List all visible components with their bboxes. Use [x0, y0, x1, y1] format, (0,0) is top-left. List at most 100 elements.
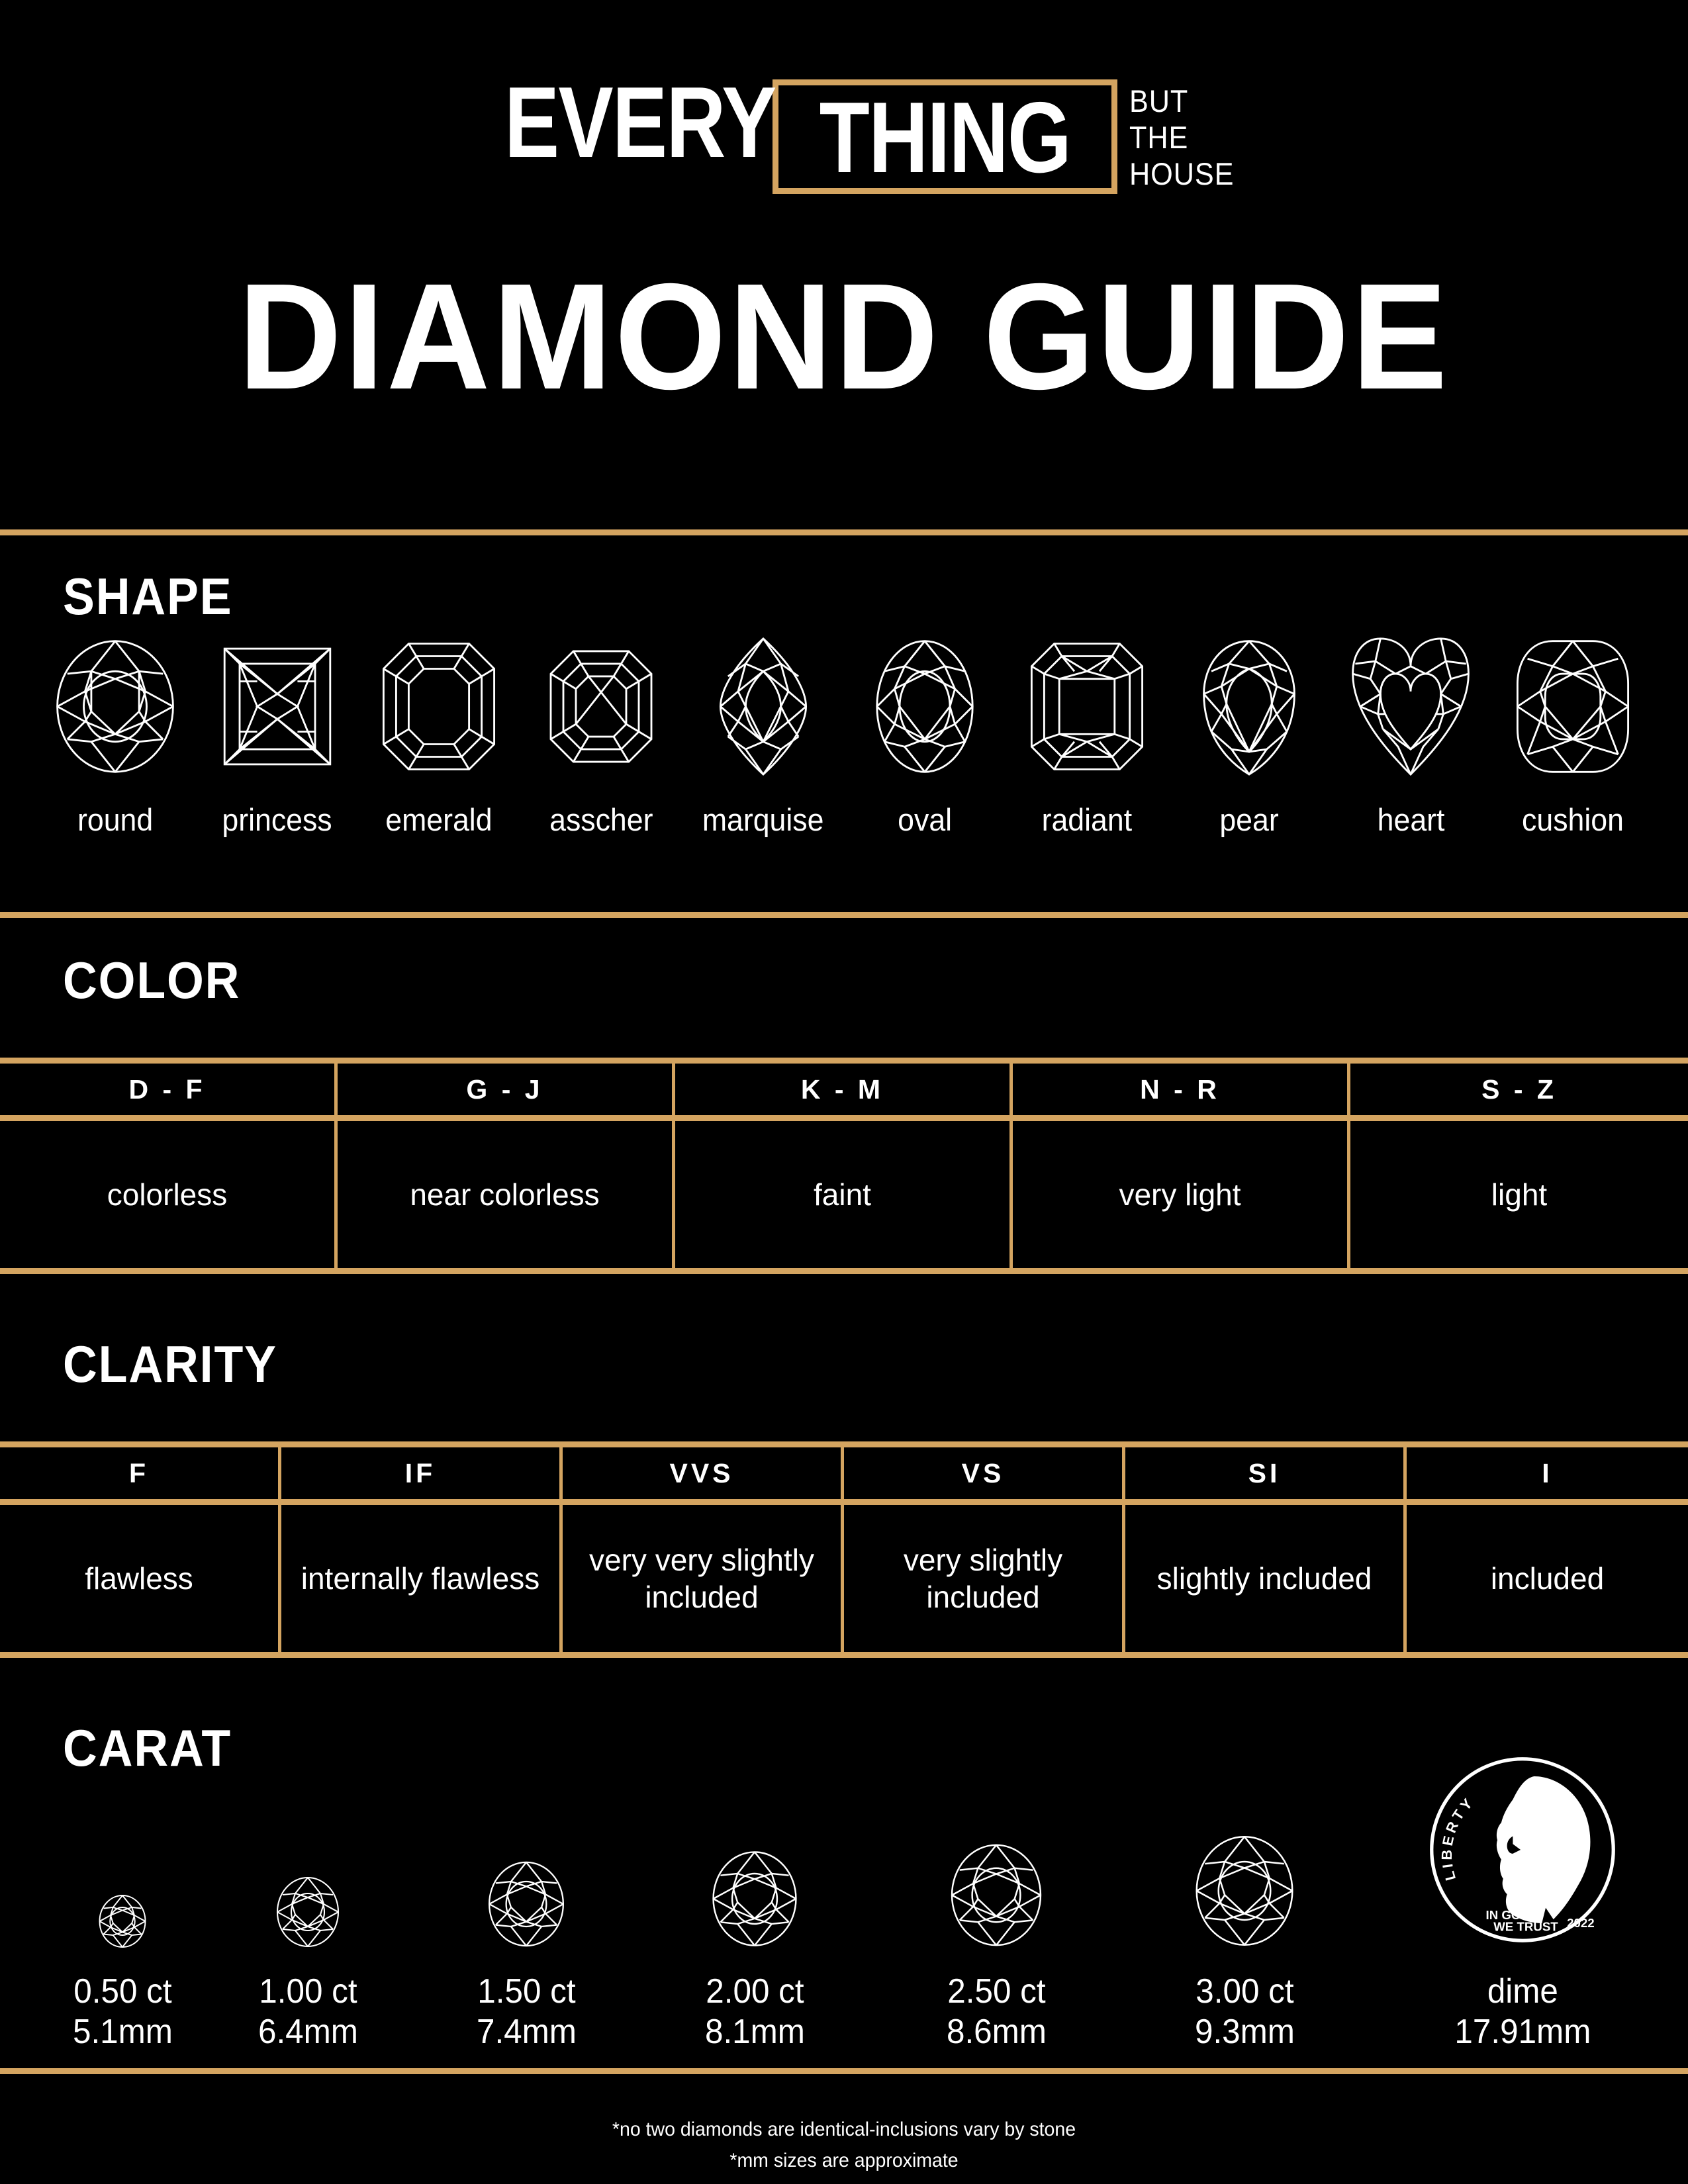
oval-diamond-icon: [876, 640, 974, 773]
page-title: DIAMOND GUIDE: [238, 253, 1450, 421]
shape-item-cushion[interactable]: cushion: [1497, 635, 1648, 835]
round-diamond-icon: [712, 1851, 797, 1947]
color-description-cell: very light: [1013, 1121, 1350, 1268]
divider-shape-top: [0, 529, 1688, 535]
shape-item-oval[interactable]: oval: [849, 635, 1000, 835]
carat-item-dime[interactable]: LIBERTY IN GOD WE TRUST 2022 dime 17.91m…: [1417, 1751, 1628, 2052]
clarity-grade-header: VS: [844, 1447, 1125, 1499]
carat-label: 1.50 ct 7.4mm: [477, 1972, 577, 2052]
section-heading-carat: CARAT: [63, 1719, 232, 1777]
color-description-cell: colorless: [0, 1121, 338, 1268]
clarity-description-cell: very slightly included: [844, 1505, 1125, 1652]
marquise-diamond-icon: [719, 637, 807, 776]
shape-item-radiant[interactable]: radiant: [1011, 635, 1162, 835]
carat-label: 1.00 ct 6.4mm: [258, 1972, 358, 2052]
color-grade-header: D - F: [0, 1064, 338, 1115]
section-heading-clarity: CLARITY: [63, 1335, 277, 1393]
shape-label: oval: [898, 802, 953, 837]
divider-footer-top: [0, 2068, 1688, 2074]
svg-text:2022: 2022: [1567, 1916, 1595, 1930]
carat-size: 17.91mm: [1454, 2012, 1591, 2051]
asscher-diamond-icon: [549, 650, 653, 763]
clarity-grade-header: VVS: [563, 1447, 844, 1499]
shape-item-marquise[interactable]: marquise: [688, 635, 839, 835]
carat-weight: 1.00 ct: [258, 1972, 357, 2011]
shape-item-pear[interactable]: pear: [1174, 635, 1325, 835]
shape-label: heart: [1377, 802, 1445, 837]
round-diamond-icon: [56, 640, 174, 773]
heart-diamond-icon: [1352, 637, 1470, 776]
shape-item-asscher[interactable]: asscher: [526, 635, 677, 835]
carat-label: 2.50 ct 8.6mm: [947, 1972, 1047, 2052]
shape-label: radiant: [1041, 802, 1133, 837]
color-description-cell: near colorless: [338, 1121, 675, 1268]
carat-label: 3.00 ct 9.3mm: [1195, 1972, 1295, 2052]
princess-diamond-icon: [223, 647, 331, 766]
carat-size: 5.1mm: [72, 2012, 173, 2051]
shape-label: pear: [1219, 802, 1279, 837]
shape-item-emerald[interactable]: emerald: [363, 635, 514, 835]
clarity-table-header-row: F IF VVS VS SI I: [0, 1441, 1688, 1505]
carat-label: 2.00 ct 8.1mm: [705, 1972, 805, 2052]
carat-item-250[interactable]: 2.50 ct 8.6mm: [914, 1830, 1079, 2052]
carat-row: 0.50 ct 5.1mm 1.00 ct 6.4mm: [40, 1757, 1648, 2052]
color-table-value-row: colorless near colorless faint very ligh…: [0, 1121, 1688, 1274]
carat-weight: 1.50 ct: [477, 1972, 576, 2011]
clarity-table: F IF VVS VS SI I flawless internally fla…: [0, 1441, 1688, 1658]
section-heading-color: COLOR: [63, 951, 241, 1009]
color-grade-header: S - Z: [1481, 1073, 1557, 1105]
footer-line-1: *no two diamonds are identical-inclusion…: [612, 2118, 1076, 2140]
carat-weight: dime: [1487, 1972, 1558, 2011]
carat-size: 9.3mm: [1194, 2012, 1295, 2051]
color-table-header-row: D - F G - J K - M N - R S - Z: [0, 1058, 1688, 1121]
shape-label: emerald: [385, 802, 492, 837]
carat-size: 8.1mm: [704, 2012, 805, 2051]
clarity-grade-header: F: [0, 1447, 281, 1499]
carat-item-200[interactable]: 2.00 ct 8.1mm: [675, 1830, 834, 2052]
cushion-diamond-icon: [1516, 640, 1629, 773]
carat-label: 0.50 ct 5.1mm: [73, 1972, 173, 2052]
radiant-diamond-icon: [1030, 643, 1143, 770]
clarity-description-cell: internally flawless: [281, 1505, 563, 1652]
carat-label: dime 17.91mm: [1454, 1972, 1591, 2052]
logo-tagline-line1: BUT: [1129, 83, 1189, 118]
clarity-grade-header: IF: [281, 1447, 563, 1499]
logo-tagline-line2: THE: [1129, 119, 1189, 155]
color-description-cell: light: [1491, 1177, 1548, 1212]
shape-item-princess[interactable]: princess: [202, 635, 353, 835]
logo-tagline: BUT THE HOUSE: [1129, 81, 1234, 193]
section-heading-shape: SHAPE: [63, 567, 233, 625]
clarity-grade-header: I: [1542, 1457, 1553, 1488]
carat-item-100[interactable]: 1.00 ct 6.4mm: [238, 1830, 377, 2052]
shape-label: princess: [222, 802, 332, 837]
color-grade-header: K - M: [675, 1064, 1013, 1115]
brand-logo: EVERY THING BUT THE HOUSE: [0, 72, 1688, 194]
clarity-description-cell: flawless: [0, 1505, 281, 1652]
round-diamond-icon: [951, 1844, 1042, 1946]
logo-thing-text: THING: [819, 81, 1072, 194]
shape-icon-row: round princess emera: [40, 635, 1648, 835]
carat-size: 7.4mm: [476, 2012, 577, 2051]
round-diamond-icon: [99, 1895, 146, 1948]
color-grade-header: G - J: [338, 1064, 675, 1115]
color-description-cell: faint: [675, 1121, 1013, 1268]
round-diamond-icon: [1196, 1836, 1293, 1946]
logo-tagline-line3: HOUSE: [1129, 156, 1235, 191]
pear-diamond-icon: [1202, 640, 1295, 776]
clarity-table-value-row: flawless internally flawless very very s…: [0, 1505, 1688, 1658]
shape-label: cushion: [1521, 802, 1624, 837]
shape-label: asscher: [549, 802, 653, 837]
shape-item-round[interactable]: round: [40, 635, 191, 835]
carat-item-050[interactable]: 0.50 ct 5.1mm: [53, 1830, 192, 2052]
carat-item-150[interactable]: 1.50 ct 7.4mm: [450, 1830, 602, 2052]
carat-weight: 2.00 ct: [705, 1972, 804, 2011]
divider-color-top: [0, 912, 1688, 918]
carat-item-300[interactable]: 3.00 ct 9.3mm: [1158, 1830, 1331, 2052]
logo-thing-box: THING: [773, 79, 1118, 194]
clarity-grade-header: SI: [1125, 1447, 1407, 1499]
shape-item-heart[interactable]: heart: [1335, 635, 1486, 835]
clarity-description-cell: very very slightly included: [563, 1505, 844, 1652]
carat-size: 8.6mm: [946, 2012, 1047, 2051]
shape-label: marquise: [702, 802, 824, 837]
